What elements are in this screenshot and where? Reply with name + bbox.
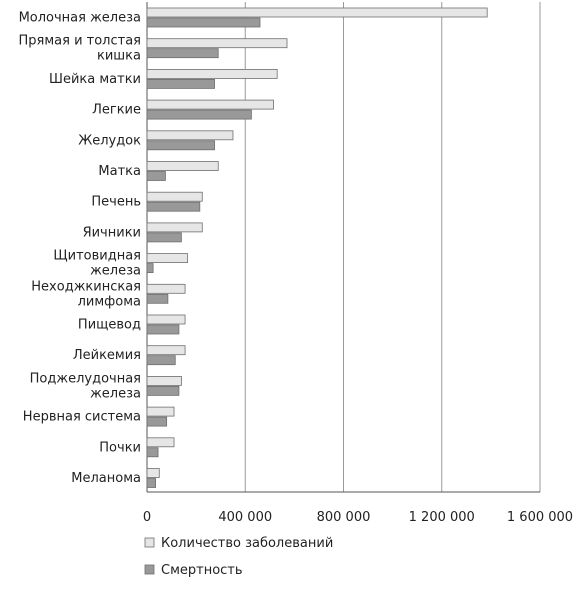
category-label: Матка [98,164,141,179]
category-label: Неходжкинская [31,279,141,294]
category-label: лимфома [78,294,141,309]
bar-incidence [146,253,188,264]
bar-mortality [146,17,261,28]
bar-incidence [146,130,234,141]
bar-mortality [146,140,215,151]
x-tick-label: 0 [143,510,151,525]
bar-incidence [146,437,175,448]
bar-mortality [146,324,180,335]
category-label: Почки [99,440,141,455]
bar-mortality [146,416,168,427]
bar-incidence [146,99,274,110]
bar-mortality [146,478,156,488]
legend-label: Смертность [161,563,243,578]
bar-incidence [146,191,203,202]
bar-mortality [146,201,201,212]
bar-incidence [146,222,203,233]
bar-incidence [146,38,288,49]
bar-incidence [146,345,186,356]
x-tick-label: 400 000 [218,510,272,525]
category-label: Пищевод [78,318,141,333]
category-label: Меланома [71,471,141,486]
category-label: Нервная система [23,410,141,425]
category-label: Лейкемия [73,348,141,363]
legend-label: Количество заболеваний [161,536,333,551]
category-label: Легкие [92,103,141,118]
bar-mortality [146,48,219,59]
category-label: Молочная железа [19,11,141,26]
category-label: Яичники [83,225,141,240]
category-label: Щитовидная [53,249,141,264]
bar-incidence [146,7,488,18]
bar-mortality [146,79,215,89]
category-label: Печень [91,195,141,210]
bar-incidence [146,69,278,79]
category-label: Поджелудочная [30,371,141,386]
category-label: железа [90,264,141,279]
bar-mortality [146,293,169,304]
bar-mortality [146,232,182,243]
bar-incidence [146,468,160,478]
category-label: кишка [97,49,141,64]
bar-mortality [146,109,252,120]
bar-incidence [146,314,186,325]
category-label: Желудок [78,133,141,148]
bar-incidence [146,375,182,386]
x-tick-label: 800 000 [317,510,371,525]
legend-swatch [144,564,155,575]
bar-mortality [146,263,154,274]
legend-swatch [144,537,155,548]
x-tick-label: 1 200 000 [409,510,475,525]
category-label: Прямая и толстая [19,34,142,49]
bar-incidence [146,283,186,294]
bar-incidence [146,406,175,417]
bar-mortality [146,447,159,458]
category-label: Шейка матки [49,72,141,87]
bar-mortality [146,171,166,181]
category-label: железа [90,386,141,401]
bar-incidence [146,161,219,171]
x-tick-label: 1 600 000 [507,510,573,525]
bar-mortality [146,385,180,396]
bar-mortality [146,355,176,366]
